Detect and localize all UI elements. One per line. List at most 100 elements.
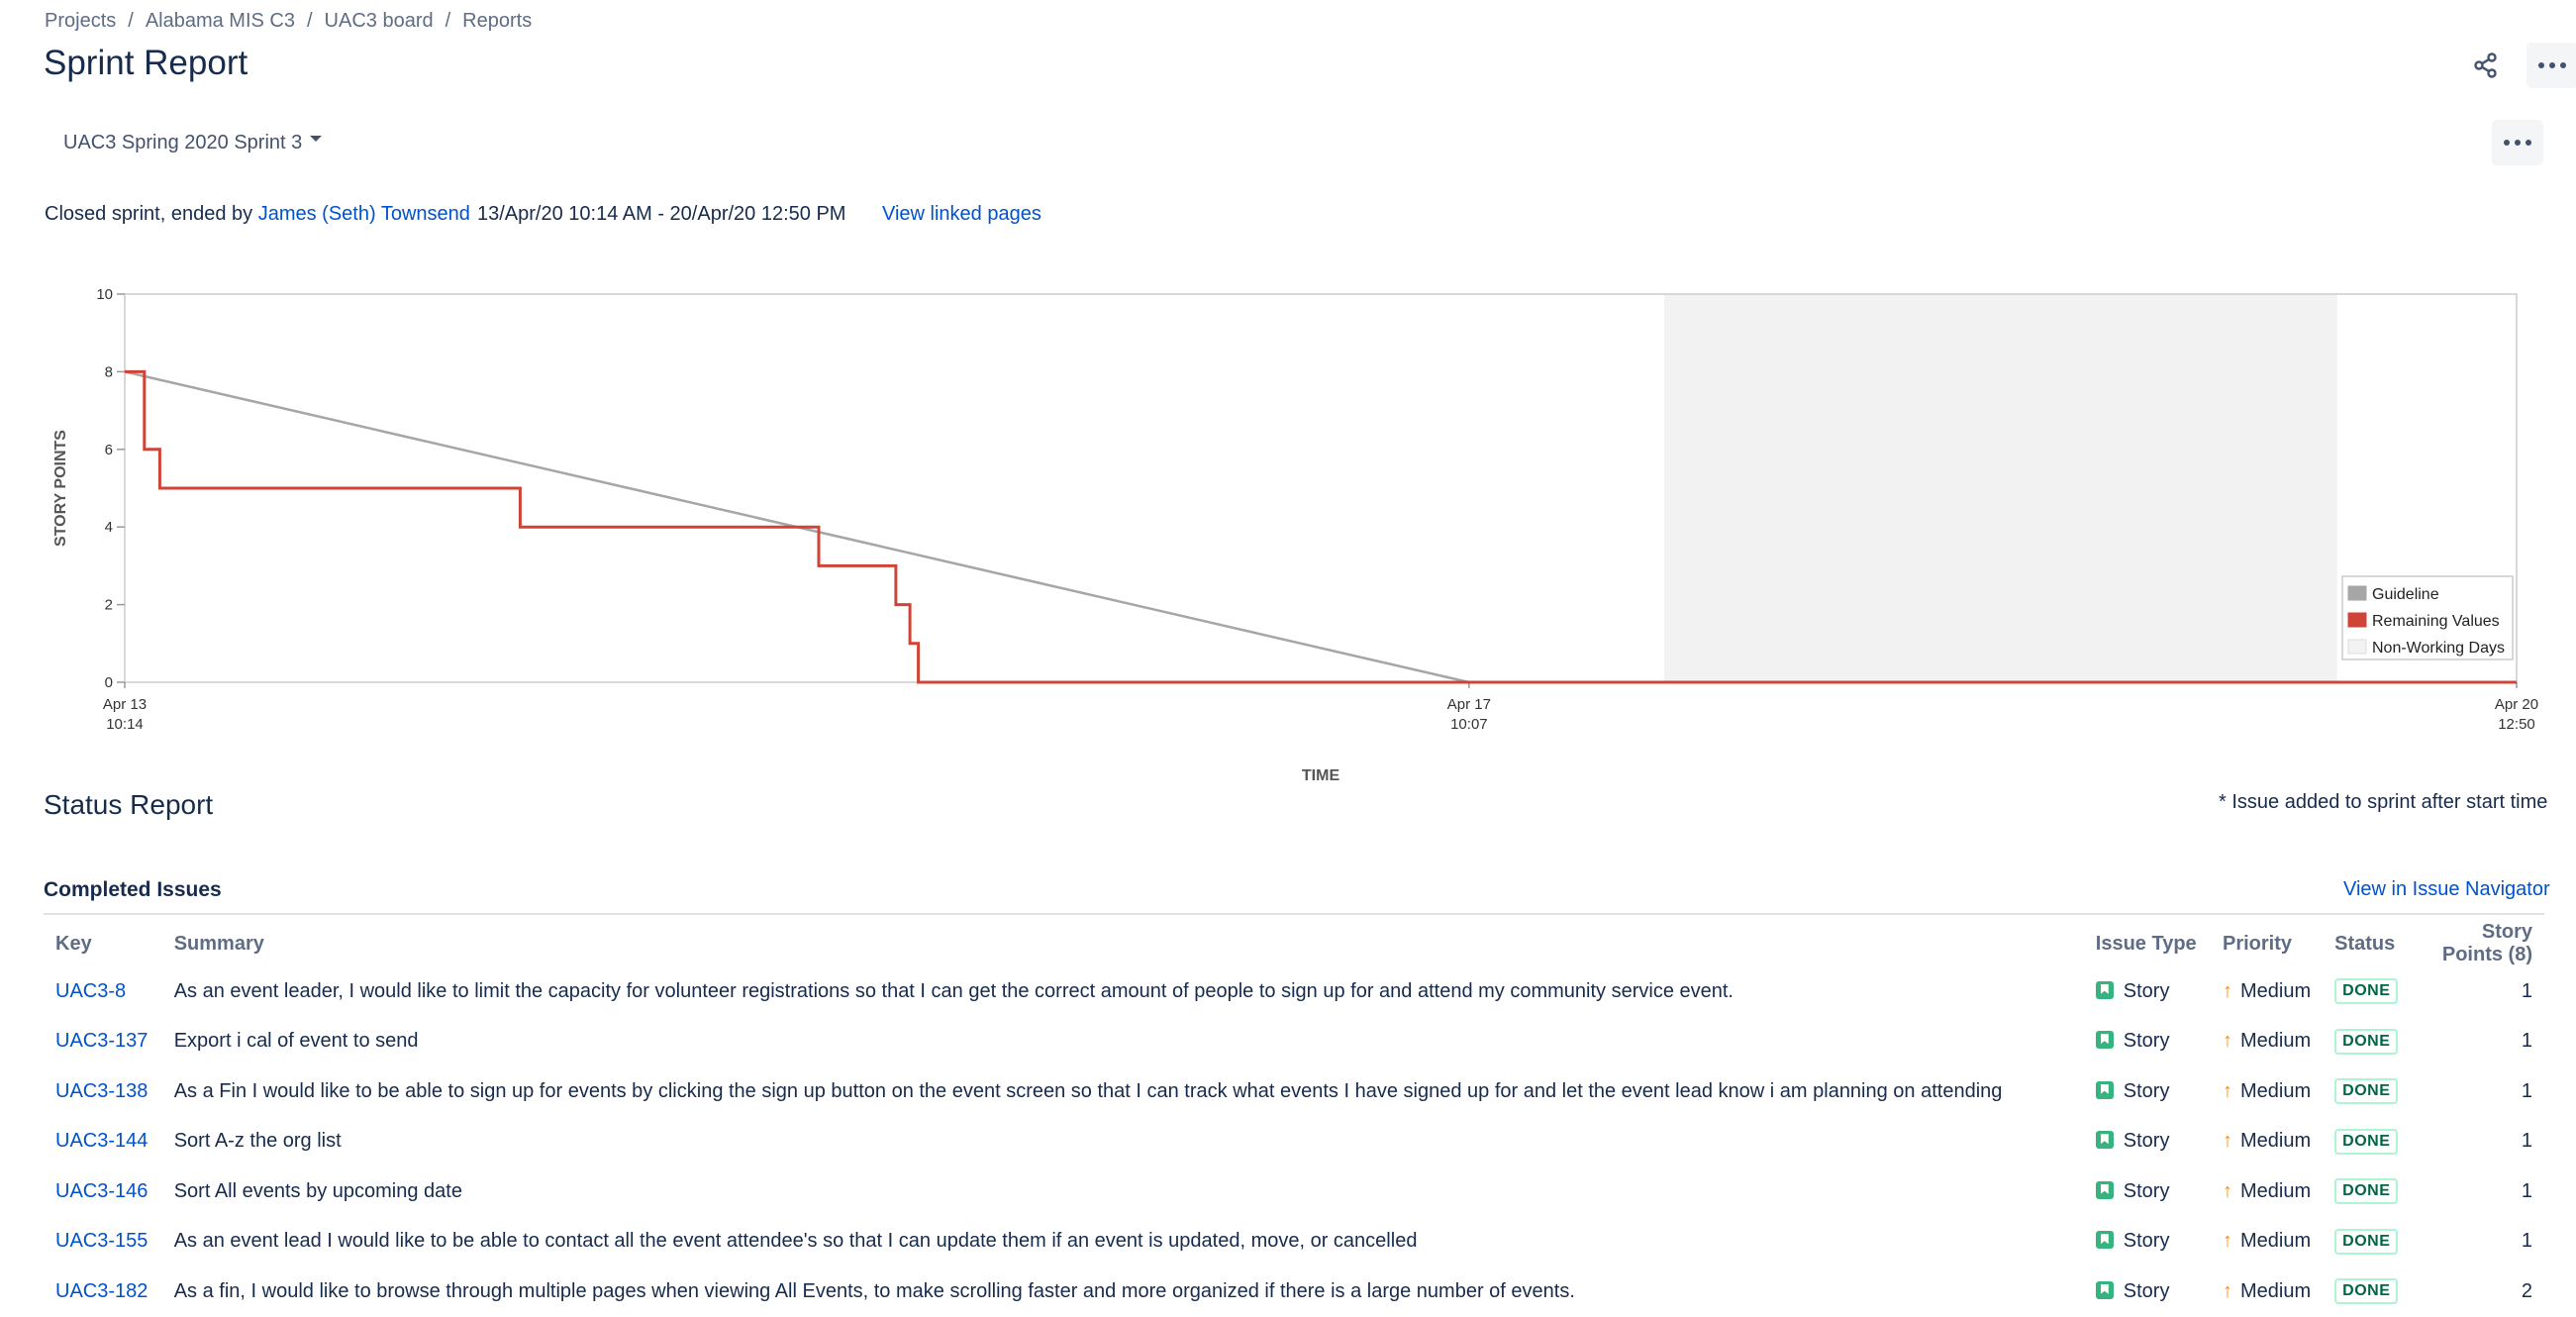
y-tick-label: 6 [105, 442, 113, 458]
page-title: Sprint Report [44, 44, 248, 82]
issue-key-link[interactable]: UAC3-182 [55, 1279, 149, 1302]
column-header-story-points[interactable]: Story Points (8) [2441, 921, 2532, 965]
story-icon [2095, 1280, 2114, 1299]
issue-key-link[interactable]: UAC3-146 [55, 1179, 149, 1202]
priority-label: Medium [2240, 1279, 2312, 1302]
issue-type-label: Story [2123, 1130, 2170, 1153]
completed-issues-table: Key Summary Issue Type Priority Status S… [44, 921, 2544, 1317]
priority-label: Medium [2240, 1179, 2312, 1202]
column-header-priority[interactable]: Priority [2223, 932, 2293, 955]
priority-medium-icon: ↑ [2223, 1230, 2232, 1253]
status-badge: DONE [2334, 1078, 2399, 1105]
breadcrumb-projects[interactable]: Projects [45, 10, 117, 32]
table-row: UAC3-138 As a Fin I would like to be able… [44, 1066, 2544, 1117]
issue-summary: As a Fin I would like to be able to sign… [173, 1079, 2003, 1102]
story-icon [2095, 1131, 2114, 1150]
issue-type-cell: Story [2084, 1217, 2211, 1267]
legend-label: Guideline [2372, 586, 2439, 603]
column-header-key[interactable]: Key [55, 932, 92, 955]
priority-label: Medium [2240, 1230, 2312, 1253]
story-points: 2 [2521, 1279, 2532, 1302]
story-icon [2095, 980, 2114, 999]
status-cell: DONE [2323, 1217, 2410, 1267]
divider [44, 913, 2544, 915]
status-badge: DONE [2334, 1128, 2399, 1155]
column-header-status[interactable]: Status [2334, 932, 2396, 955]
x-tick-label-date: Apr 17 [1447, 696, 1491, 713]
breadcrumb-separator: / [306, 10, 313, 32]
legend-swatch [2347, 585, 2367, 601]
issue-key-link[interactable]: UAC3-137 [55, 1030, 149, 1053]
legend-label: Non-Working Days [2372, 640, 2505, 657]
breadcrumb-reports[interactable]: Reports [462, 10, 533, 32]
non-working-days-band [1663, 294, 2337, 682]
table-row: UAC3-8 As an event leader, I would like t… [44, 966, 2544, 1017]
status-badge: DONE [2334, 1228, 2399, 1255]
more-icon [2504, 140, 2531, 146]
status-cell: DONE [2323, 1266, 2410, 1317]
breadcrumb-project[interactable]: Alabama MIS C3 [145, 10, 295, 32]
legend-label: Remaining Values [2372, 613, 2500, 630]
table-header-row: Key Summary Issue Type Priority Status S… [44, 921, 2544, 966]
issue-key-link[interactable]: UAC3-144 [55, 1130, 149, 1153]
status-cell: DONE [2323, 1017, 2410, 1067]
priority-label: Medium [2240, 979, 2312, 1002]
status-cell: DONE [2323, 1166, 2410, 1217]
status-badge: DONE [2334, 1278, 2399, 1305]
issue-key-link[interactable]: UAC3-138 [55, 1079, 149, 1102]
breadcrumb-board[interactable]: UAC3 board [324, 10, 434, 32]
chart-legend [2341, 575, 2514, 660]
issue-type-cell: Story [2084, 1017, 2211, 1067]
sprint-selector[interactable]: UAC3 Spring 2020 Sprint 3 [51, 127, 334, 158]
issue-type-label: Story [2123, 1230, 2170, 1253]
issue-summary: Sort All events by upcoming date [173, 1179, 462, 1202]
issue-key-link[interactable]: UAC3-8 [55, 979, 127, 1002]
priority-medium-icon: ↑ [2223, 1179, 2232, 1202]
priority-cell: ↑ Medium [2211, 1066, 2323, 1117]
story-points: 1 [2521, 1130, 2532, 1153]
story-icon [2095, 1180, 2114, 1199]
y-axis-title: STORY POINTS [52, 430, 69, 547]
issue-type-label: Story [2123, 1179, 2170, 1202]
issue-summary: As an event leader, I would like to limi… [173, 979, 1734, 1002]
issue-type-cell: Story [2084, 1266, 2211, 1317]
issue-key-link[interactable]: UAC3-155 [55, 1230, 149, 1253]
breadcrumb-separator: / [445, 10, 451, 32]
story-points: 1 [2521, 1179, 2532, 1202]
breadcrumb: Projects / Alabama MIS C3 / UAC3 board / Repor… [45, 10, 532, 33]
issue-summary: Sort A-z the org list [173, 1130, 342, 1153]
more-actions-button[interactable] [2526, 43, 2576, 88]
issue-type-cell: Story [2084, 1117, 2211, 1167]
story-points: 1 [2521, 979, 2532, 1002]
share-icon [2474, 52, 2497, 78]
status-report-title: Status Report [44, 789, 214, 820]
sprint-status-text: Closed sprint, ended by James (Seth) Tow… [45, 203, 470, 226]
view-linked-pages-link[interactable]: View linked pages [882, 203, 1041, 225]
legend-swatch [2347, 612, 2367, 628]
issue-type-label: Story [2123, 979, 2170, 1002]
sprint-more-button[interactable] [2492, 120, 2543, 165]
priority-medium-icon: ↑ [2223, 1279, 2232, 1302]
story-points: 1 [2521, 1030, 2532, 1053]
x-tick-label-time: 10:07 [1450, 716, 1488, 733]
column-header-summary[interactable]: Summary [173, 932, 264, 955]
status-cell: DONE [2323, 1117, 2410, 1167]
priority-label: Medium [2240, 1130, 2312, 1153]
priority-cell: ↑ Medium [2211, 966, 2323, 1017]
share-button[interactable] [2460, 43, 2512, 88]
x-tick-label-time: 12:50 [2498, 716, 2535, 733]
issue-summary: Export i cal of event to send [173, 1030, 419, 1053]
story-points: 1 [2521, 1230, 2532, 1253]
view-in-issue-navigator-link[interactable]: View in Issue Navigator [2343, 878, 2550, 900]
y-tick-label: 8 [105, 363, 113, 380]
column-header-issue-type[interactable]: Issue Type [2095, 932, 2197, 955]
issue-type-cell: Story [2084, 966, 2211, 1017]
issue-type-label: Story [2123, 1279, 2170, 1302]
y-tick-label: 0 [105, 674, 113, 691]
priority-medium-icon: ↑ [2223, 1079, 2232, 1102]
sprint-ended-by-link[interactable]: James (Seth) Townsend [257, 203, 470, 225]
issue-summary: As a fin, I would like to browse through… [173, 1279, 1575, 1302]
story-icon [2095, 1031, 2114, 1050]
legend-swatch [2347, 639, 2367, 655]
x-tick-label-time: 10:14 [106, 716, 144, 733]
